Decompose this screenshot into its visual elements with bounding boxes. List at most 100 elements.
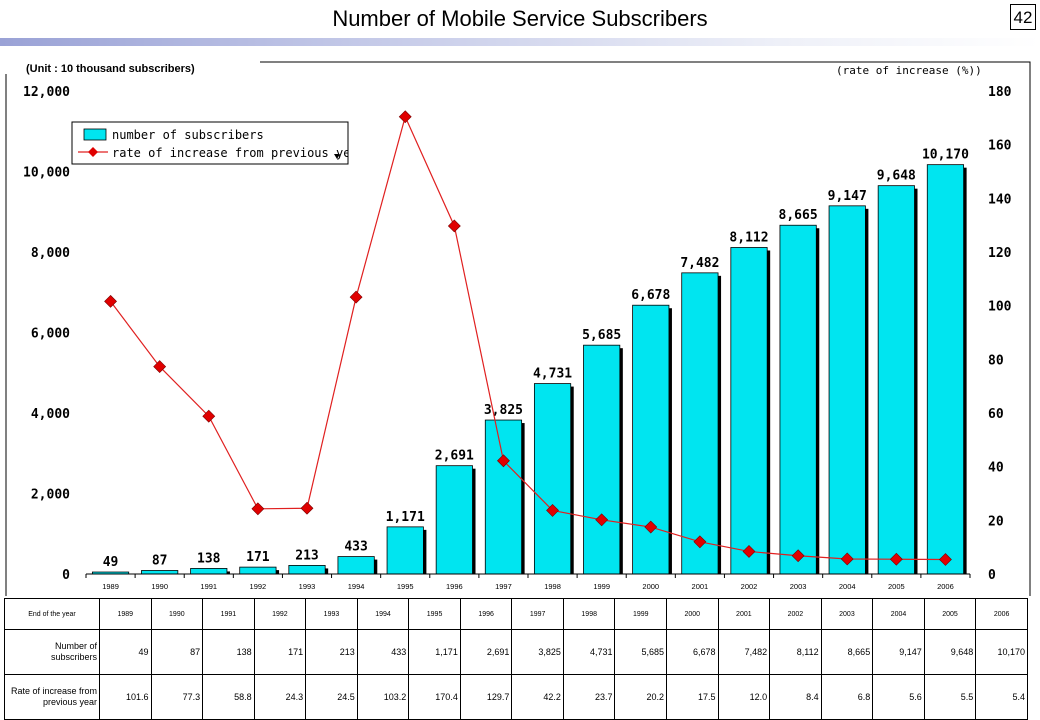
subscribers-cell: 87 xyxy=(150,629,204,675)
legend-line-label: rate of increase from previous year xyxy=(112,146,365,160)
right-tick-label: 140 xyxy=(988,192,1012,207)
bar xyxy=(239,566,277,575)
table-row-years: End of the year 1989 1990 1991 1992 1993 1994… xyxy=(4,598,1028,630)
year-cell: 1999 xyxy=(614,598,668,630)
legend-box xyxy=(71,121,349,165)
year-header-cell: End of the year xyxy=(4,598,100,630)
bar xyxy=(288,565,326,575)
bar xyxy=(337,556,375,575)
subscribers-cell: 3,825 xyxy=(511,629,564,675)
rate-cell: 129.7 xyxy=(459,674,513,720)
year-cell: 1990 xyxy=(150,598,204,630)
rate-axis-label: (rate of increase (%)) xyxy=(836,64,982,77)
rate-cell: 103.2 xyxy=(356,674,410,720)
x-tick-label: 2001 xyxy=(692,582,709,591)
subscribers-cell: 213 xyxy=(305,629,358,675)
year-cell: 1989 xyxy=(99,598,152,630)
subscribers-cell: 5,685 xyxy=(614,629,668,675)
x-tick-label: 1990 xyxy=(151,582,168,591)
rate-cell: 42.2 xyxy=(511,674,564,720)
year-cell: 2000 xyxy=(666,598,719,630)
bar xyxy=(730,247,768,575)
rate-marker xyxy=(251,502,265,516)
rate-header-cell: Rate of increase from previous year xyxy=(4,674,100,720)
rate-marker xyxy=(104,294,117,308)
bar-data-label: 10,170 xyxy=(922,148,969,163)
legend-marker-swatch xyxy=(88,147,98,157)
page-number: 42 xyxy=(1010,4,1036,30)
rate-cell: 101.6 xyxy=(99,674,152,720)
year-cell: 2006 xyxy=(975,598,1028,630)
rate-cell: 12.0 xyxy=(717,674,771,720)
rate-cell: 23.7 xyxy=(562,674,616,720)
rate-cell: 58.8 xyxy=(202,674,255,720)
right-tick-label: 20 xyxy=(988,514,1004,529)
rate-cell: 24.3 xyxy=(253,674,307,720)
year-cell: 1991 xyxy=(202,598,255,630)
x-tick-label: 2005 xyxy=(888,582,905,591)
bar xyxy=(828,205,866,575)
left-tick-label: 10,000 xyxy=(23,166,70,181)
legend-scroll-arrow-icon xyxy=(334,154,340,159)
right-tick-label: 180 xyxy=(988,85,1012,100)
subscribers-chart: 49 87 138 171 213 433 1,171 2,691 3,825 4,731 5,68… xyxy=(5,61,1031,596)
header-gradient-bar xyxy=(0,38,1040,46)
bar xyxy=(533,383,572,575)
rate-marker xyxy=(546,503,559,517)
subscribers-cell: 8,112 xyxy=(769,629,822,675)
bar xyxy=(141,570,179,575)
bar-data-label: 6,678 xyxy=(631,288,670,303)
rate-cell: 6.8 xyxy=(820,674,874,720)
bar-data-label: 171 xyxy=(246,550,270,565)
right-tick-label: 0 xyxy=(988,568,996,583)
x-tick-label: 1992 xyxy=(250,582,267,591)
year-cell: 1997 xyxy=(511,598,564,630)
subscribers-cell: 2,691 xyxy=(459,629,513,675)
bar xyxy=(435,465,473,575)
bar-data-label: 1,171 xyxy=(386,510,425,525)
bar xyxy=(877,185,915,575)
bar-data-label: 4,731 xyxy=(533,367,572,382)
x-tick-label: 2000 xyxy=(642,582,659,591)
subscribers-cell: 10,170 xyxy=(975,629,1028,675)
x-tick-label: 1997 xyxy=(495,582,512,591)
x-tick-label: 2002 xyxy=(741,582,758,591)
right-tick-label: 40 xyxy=(988,461,1004,476)
rate-marker xyxy=(791,549,805,563)
rate-marker xyxy=(595,513,609,527)
subscribers-cell: 433 xyxy=(356,629,410,675)
bar xyxy=(632,304,670,575)
bar-data-label: 8,112 xyxy=(729,230,768,245)
rate-marker xyxy=(693,535,707,549)
legend-bar-swatch xyxy=(83,128,107,141)
bar-data-label: 138 xyxy=(197,551,221,566)
x-tick-label: 1999 xyxy=(593,582,610,591)
bar-data-label: 3,825 xyxy=(484,403,523,418)
subscribers-cell: 49 xyxy=(99,629,152,675)
table-row-subscribers: Number of subscribers 49 87 138 171 213 433 1,… xyxy=(4,629,1028,675)
rate-marker xyxy=(398,110,412,124)
x-tick-label: 1995 xyxy=(397,582,414,591)
year-cell: 1995 xyxy=(408,598,461,630)
rate-marker xyxy=(349,290,363,304)
bar xyxy=(484,419,523,575)
rate-cell: 170.4 xyxy=(408,674,461,720)
year-cell: 2003 xyxy=(820,598,874,630)
subscribers-cell: 8,665 xyxy=(820,629,874,675)
bar-data-label: 2,691 xyxy=(435,449,474,464)
subscribers-cell: 4,731 xyxy=(562,629,616,675)
year-cell: 1992 xyxy=(253,598,307,630)
legend-bar-label: number of subscribers xyxy=(112,128,264,142)
subscribers-cell: 9,648 xyxy=(923,629,977,675)
rate-line xyxy=(110,114,946,561)
x-tick-label: 2004 xyxy=(839,582,856,591)
rate-marker xyxy=(202,409,216,423)
x-tick-label: 1993 xyxy=(299,582,316,591)
right-tick-label: 100 xyxy=(988,300,1012,315)
rate-cell: 77.3 xyxy=(150,674,204,720)
rate-cell: 24.5 xyxy=(305,674,358,720)
x-tick-label: 2003 xyxy=(790,582,807,591)
bar-data-label: 433 xyxy=(344,540,367,555)
left-tick-label: 8,000 xyxy=(31,246,70,261)
unit-label: (Unit : 10 thousand subscribers) xyxy=(26,63,195,75)
